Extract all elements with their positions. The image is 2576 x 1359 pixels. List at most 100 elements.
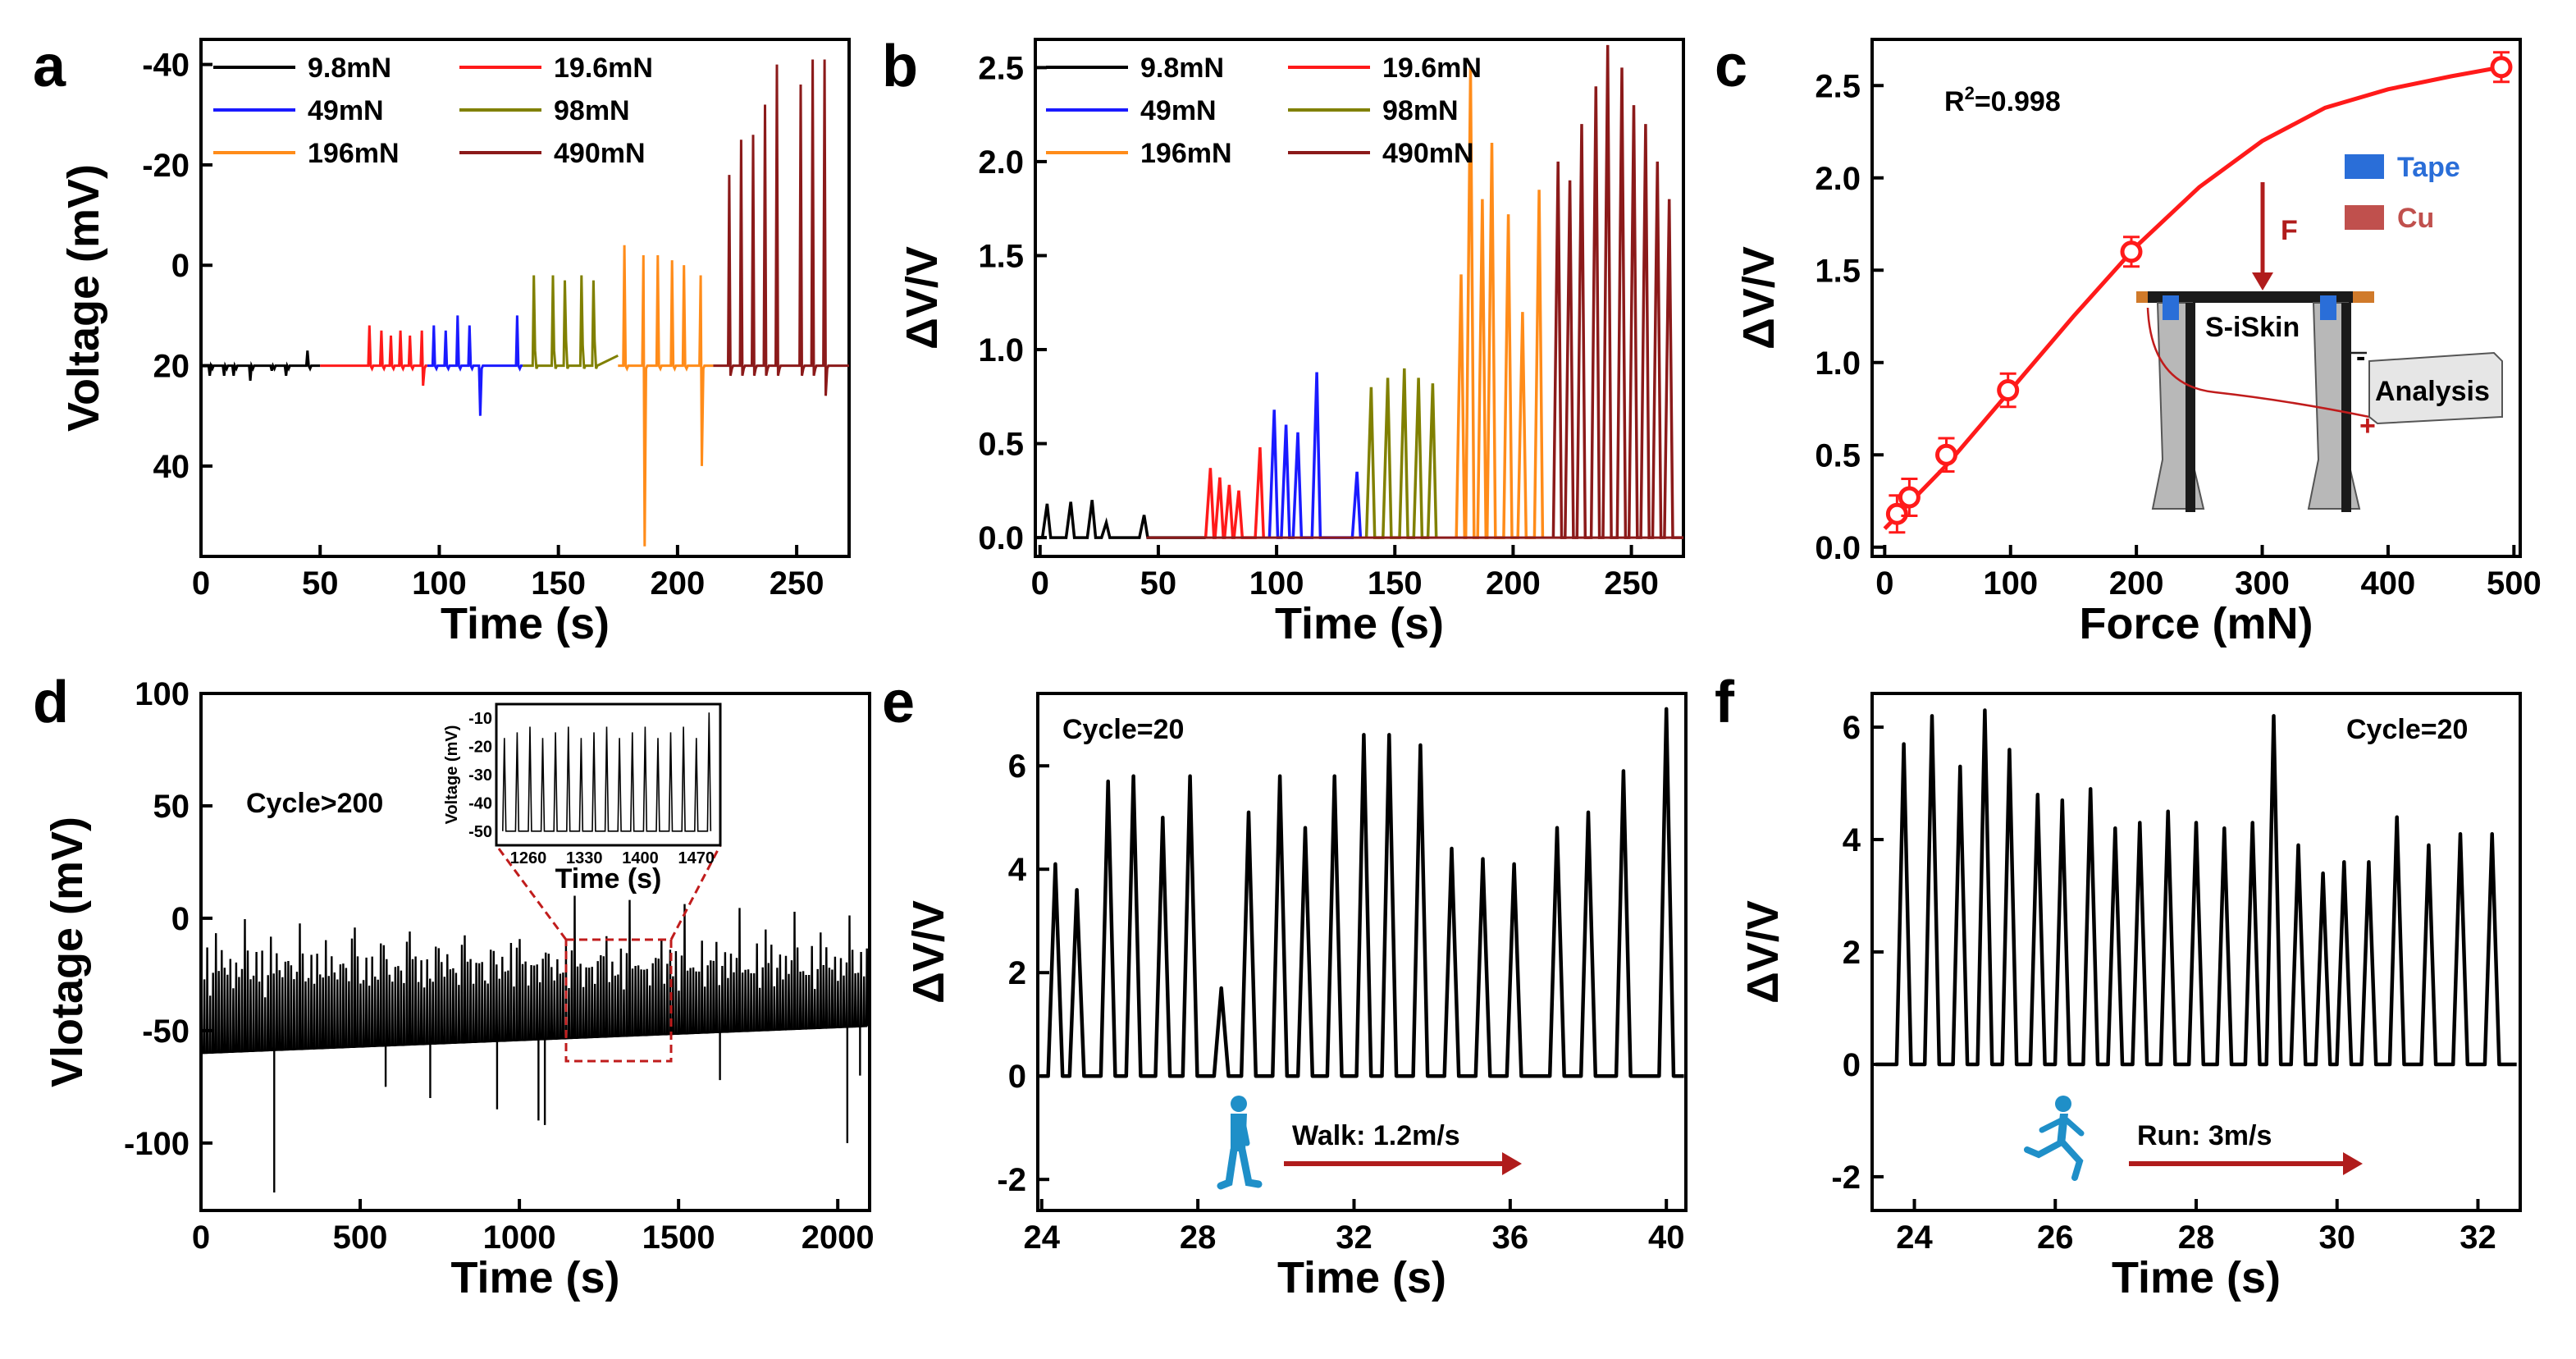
person-arm xyxy=(2039,1117,2065,1133)
zoom-connector xyxy=(495,844,568,940)
copper-edge xyxy=(2353,291,2374,303)
person-leg xyxy=(1238,1146,1263,1188)
panel-label-f: f xyxy=(1715,670,1735,735)
data-point xyxy=(1898,486,1921,509)
y-tick-label: -50 xyxy=(142,1014,190,1050)
x-tick-label: 200 xyxy=(2109,565,2164,602)
legend-swatch-cu xyxy=(2345,205,2384,230)
series-line-9.8mN xyxy=(1039,500,1206,539)
x-tick-label: 0 xyxy=(192,1219,210,1256)
y-tick-label: 0.0 xyxy=(1815,530,1861,566)
x-tick-label: 28 xyxy=(2178,1219,2215,1256)
y-tick-label: 0.5 xyxy=(978,427,1024,463)
runner-icon xyxy=(2024,1096,2085,1181)
legend-label: 9.8mN xyxy=(1140,53,1224,84)
top-plate xyxy=(2136,291,2373,303)
x-tick-label: 26 xyxy=(2037,1219,2074,1256)
r-superscript: 2 xyxy=(1965,83,1975,103)
inset-y-tick-label: -50 xyxy=(468,823,492,841)
cycle-annotation: Cycle=20 xyxy=(2346,714,2468,745)
y-tick-label: 2.5 xyxy=(978,50,1024,86)
y-tick-label: 0 xyxy=(171,248,190,284)
inset-x-label: Time (s) xyxy=(555,863,662,895)
data-point xyxy=(1997,379,2020,401)
device-label: S-iSkin xyxy=(2205,312,2300,343)
data-point xyxy=(1935,443,1958,466)
series-line-19.6mN xyxy=(320,325,427,387)
left-leg-edge xyxy=(2185,303,2195,512)
series-line-98mN xyxy=(1364,368,1438,539)
y-axis-label: ΔV/V xyxy=(897,246,947,350)
legend-label: 9.8mN xyxy=(308,53,391,84)
inset-y-tick-label: -10 xyxy=(468,710,492,728)
panel-label-d: d xyxy=(33,670,69,735)
y-axis-label: ΔV/V xyxy=(1734,246,1784,350)
x-tick-label: 100 xyxy=(1983,565,2038,602)
y-axis-label: Vlotage (mV) xyxy=(43,817,92,1087)
gait-label: Run: 3m/s xyxy=(2137,1120,2272,1151)
inset-x-tick-label: 1260 xyxy=(510,849,547,867)
plot-frame-e xyxy=(1036,692,1688,1212)
voltage-trace xyxy=(199,895,869,1055)
walker-icon xyxy=(1217,1096,1263,1190)
x-tick-label: 32 xyxy=(2460,1219,2496,1256)
x-tick-label: 100 xyxy=(1249,565,1304,602)
series-line-49mN xyxy=(1267,372,1363,539)
x-tick-label: 250 xyxy=(770,565,824,602)
y-tick-label: 0 xyxy=(1008,1059,1026,1095)
series-line-9.8mN xyxy=(201,350,321,382)
y-tick-label: -40 xyxy=(142,48,190,84)
direction-arrow-head xyxy=(2343,1152,2363,1175)
y-tick-label: 50 xyxy=(153,789,190,825)
legend-label: 490mN xyxy=(1382,138,1474,169)
x-tick-label: 50 xyxy=(1140,565,1177,602)
x-tick-label: 24 xyxy=(1896,1219,1933,1256)
r-squared-label: R2=0.998 xyxy=(1944,83,2061,117)
x-axis-label: Force (mN) xyxy=(2079,599,2313,648)
legend-label: 49mN xyxy=(308,95,384,126)
y-tick-label: 20 xyxy=(153,349,190,385)
y-tick-label: 2.5 xyxy=(1815,68,1861,104)
person-leg xyxy=(1217,1146,1238,1190)
y-tick-label: 4 xyxy=(1008,852,1027,888)
x-tick-label: 0 xyxy=(192,565,210,602)
person-leg xyxy=(2024,1140,2063,1159)
y-tick-label: 6 xyxy=(1843,710,1861,746)
x-tick-label: 150 xyxy=(531,565,586,602)
plus-terminal: + xyxy=(2359,410,2376,442)
series-line-490mN xyxy=(713,59,849,396)
legend-label-tape: Tape xyxy=(2397,152,2460,183)
plot-frame-a xyxy=(199,38,851,558)
gait-trace xyxy=(1039,707,1684,1078)
y-tick-label: -2 xyxy=(1831,1160,1861,1196)
y-tick-label: 100 xyxy=(135,676,190,712)
series-line-490mN xyxy=(1551,44,1683,539)
r-symbol: R xyxy=(1944,86,1965,117)
x-tick-label: 40 xyxy=(1648,1219,1685,1256)
wire-red xyxy=(2146,307,2370,419)
x-tick-label: 300 xyxy=(2235,565,2290,602)
legend-label: 98mN xyxy=(554,95,630,126)
inset-y-label: Voltage (mV) xyxy=(443,725,461,825)
y-tick-label: 2.0 xyxy=(1815,161,1861,197)
x-tick-label: 1500 xyxy=(642,1219,715,1256)
cycle-annotation: Cycle>200 xyxy=(246,788,383,819)
legend-label-cu: Cu xyxy=(2397,203,2434,234)
legend-label: 49mN xyxy=(1140,95,1217,126)
copper-edge xyxy=(2136,291,2148,303)
right-leg-edge xyxy=(2341,303,2351,512)
x-tick-label: 50 xyxy=(302,565,339,602)
person-head xyxy=(1231,1096,1247,1112)
force-arrow-head xyxy=(2252,272,2273,291)
x-tick-label: 250 xyxy=(1604,565,1659,602)
device-schematic: Tape Cu F S-iSkin Analysis- + xyxy=(2136,152,2503,512)
tape-right xyxy=(2320,295,2336,320)
gait-label: Walk: 1.2m/s xyxy=(1292,1120,1460,1151)
x-tick-label: 500 xyxy=(2487,565,2542,602)
force-label: F xyxy=(2281,215,2298,246)
x-tick-label: 200 xyxy=(1486,565,1541,602)
x-tick-label: 200 xyxy=(651,565,706,602)
series-line-49mN xyxy=(427,315,523,416)
y-tick-label: 1.0 xyxy=(1815,345,1861,382)
